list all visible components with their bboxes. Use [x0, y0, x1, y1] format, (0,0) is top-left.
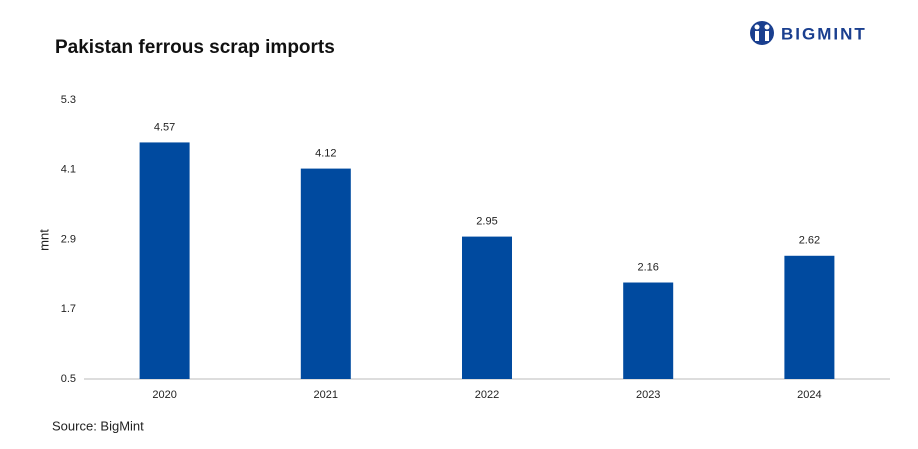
value-label: 4.12	[315, 147, 336, 159]
bar	[300, 168, 351, 379]
bar	[623, 282, 674, 379]
source: Source: BigMint	[52, 418, 144, 433]
value-label: 2.95	[476, 216, 497, 228]
y-tick-label: 0.5	[61, 373, 76, 385]
logo-text: BIGMINT	[781, 24, 867, 43]
y-tick-label: 1.7	[61, 303, 76, 315]
y-axis-label: mnt	[36, 229, 51, 251]
x-tick-label: 2023	[636, 389, 660, 401]
bar	[462, 236, 512, 379]
y-tick-label: 2.9	[61, 233, 76, 245]
logo-icon	[750, 21, 774, 45]
value-label: 2.62	[799, 235, 820, 247]
x-tick-label: 2020	[152, 389, 176, 401]
y-tick-label: 4.1	[61, 164, 76, 176]
value-label: 2.16	[637, 261, 658, 273]
chart-title: Pakistan ferrous scrap imports	[55, 37, 335, 58]
y-tick-label: 5.3	[61, 94, 76, 106]
x-tick-label: 2024	[797, 389, 821, 401]
x-tick-label: 2021	[314, 389, 338, 401]
value-label: 4.57	[154, 121, 175, 133]
bar	[784, 255, 835, 379]
bar	[139, 142, 190, 379]
x-tick-label: 2022	[475, 389, 499, 401]
